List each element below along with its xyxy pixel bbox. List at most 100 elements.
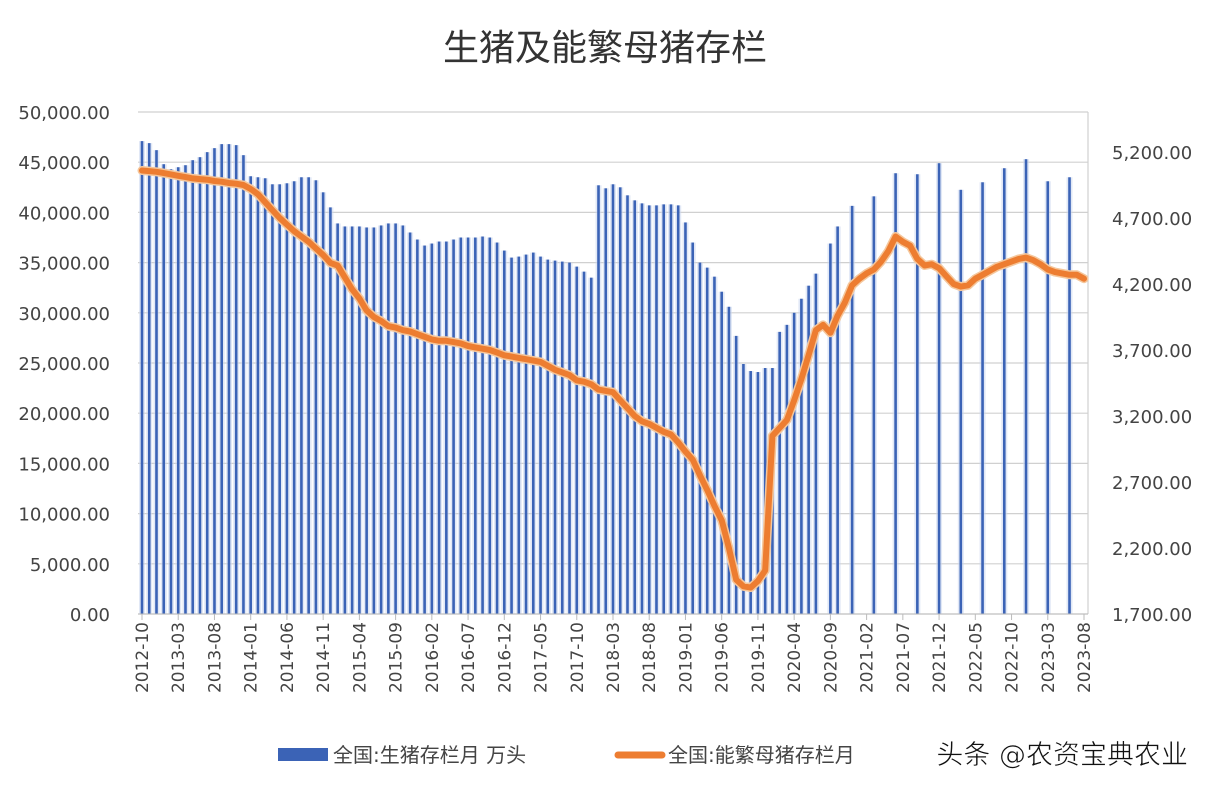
left-tick-label: 40,000.00 [18,203,110,224]
x-tick-label: 2019-11 [749,622,769,693]
bar [1068,177,1071,614]
bar [575,266,579,614]
x-tick-label: 2020-09 [821,622,841,693]
bar [669,204,673,615]
sow-stock-line [139,167,1087,591]
x-tick-label: 2014-01 [242,622,262,693]
x-tick-label: 2018-03 [604,622,624,693]
bar [959,189,963,614]
bar [633,200,637,615]
bar [358,226,361,614]
bar [198,157,202,614]
bar [778,331,781,614]
bar [662,204,666,615]
bar [314,180,318,614]
bar [307,177,310,614]
bar [1024,159,1028,615]
bar [271,184,274,614]
bar [684,222,687,614]
bar [336,223,339,614]
bar [698,262,702,614]
x-tick-label: 2016-02 [423,622,443,693]
bar [655,205,658,614]
bar [234,145,238,614]
x-tick-label: 2023-03 [1039,622,1059,693]
bar [481,236,484,614]
bar [916,174,919,615]
x-tick-label: 2017-10 [568,622,588,693]
x-tick-label: 2015-04 [350,622,370,693]
legend-swatch-bar [278,748,328,761]
right-tick-label: 1,700.00 [1112,605,1192,626]
bar [242,155,245,614]
bar [981,182,984,614]
bar [742,364,745,614]
bar [445,241,448,615]
x-tick-label: 2015-09 [387,622,407,693]
bar [488,237,492,614]
x-tick-label: 2014-06 [278,622,298,693]
x-tick-label: 2023-08 [1075,622,1095,693]
bar [734,335,738,614]
right-tick-label: 4,200.00 [1112,275,1192,296]
bar [568,262,571,614]
bar [321,192,325,614]
bar [292,181,296,614]
legend: 全国:生猪存栏月 万头 全国:能繁母猪存栏月 [278,743,855,767]
bar [437,241,441,615]
right-tick-label: 5,200.00 [1112,143,1192,164]
bar [829,243,832,615]
x-tick-label: 2012-10 [133,622,153,693]
bar [408,232,412,615]
x-tick-label: 2019-01 [676,622,696,693]
left-tick-label: 45,000.00 [18,153,110,174]
bar-series [139,141,1073,615]
bar [1046,181,1050,614]
left-tick-label: 35,000.00 [18,254,110,275]
right-axis-ticks: 1,700.00 2,200.00 2,700.00 3,200.00 3,700.00… [1112,143,1192,626]
bar [162,164,166,614]
bar [800,298,803,614]
bar [604,188,608,614]
bar [597,185,600,615]
bar [546,259,550,614]
bar [894,173,897,614]
bar [452,239,455,614]
bar [256,177,260,614]
left-tick-label: 5,000.00 [30,555,110,576]
bar [640,203,644,614]
bar [278,184,281,614]
bar [249,176,252,615]
bar [423,245,426,615]
x-tick-label: 2014-11 [314,622,334,693]
x-tick-label: 2013-03 [169,622,189,693]
right-tick-label: 3,200.00 [1112,407,1192,428]
bar [466,237,470,614]
bar [191,160,195,614]
bar [720,291,723,614]
left-tick-label: 10,000.00 [18,505,110,526]
bar [560,261,564,614]
bar [539,256,542,614]
bar [676,205,680,614]
bar [785,324,789,614]
bar [937,163,941,615]
bar [147,143,151,614]
left-axis-ticks: 0.00 5,000.00 10,000.00 15,000.00 20,000.00 2… [18,103,110,626]
x-tick-label: 2013-08 [205,622,225,693]
bar [140,141,144,614]
bar [727,306,731,614]
right-tick-label: 3,700.00 [1112,341,1192,362]
x-tick-label: 2022-10 [1003,622,1023,693]
bar [474,237,477,614]
bar [582,271,586,614]
bar [401,225,405,614]
line-series [137,166,1089,593]
x-tick-label: 2017-05 [532,622,552,693]
x-tick-label: 2021-07 [894,622,914,693]
bar [524,254,528,614]
x-axis-ticks: 2012-10 2013-03 2013-08 2014-01 2014-06 2014-… [133,613,1095,693]
bar [343,226,347,614]
x-tick-label: 2020-04 [785,622,805,693]
bar [691,242,695,614]
